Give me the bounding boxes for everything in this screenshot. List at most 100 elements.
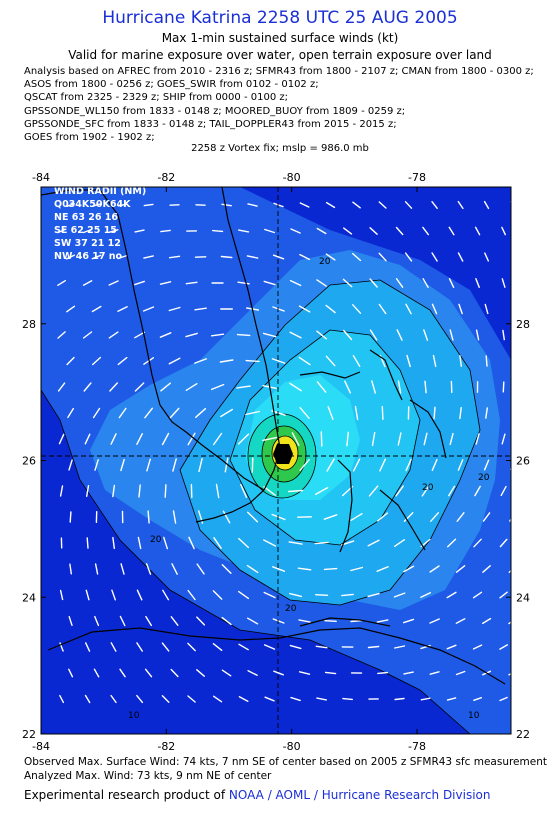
contour-25kt — [229, 329, 421, 546]
contour-10kt — [41, 389, 471, 734]
wind-vector — [108, 280, 119, 286]
wind-vector — [403, 565, 415, 573]
wind-vector — [196, 669, 206, 677]
wind-vector — [289, 331, 302, 339]
wind-vector — [458, 303, 463, 315]
wind-vector — [66, 305, 76, 313]
wind-vector — [299, 459, 310, 471]
wind-vector — [346, 431, 349, 447]
wind-vector — [314, 486, 329, 496]
wind-vector — [57, 228, 66, 234]
wind-vector — [429, 565, 440, 573]
wind-vector — [108, 229, 119, 233]
wind-vector — [449, 329, 454, 341]
wind-vector — [263, 280, 276, 286]
wind-vector — [446, 644, 457, 650]
wind-vector — [196, 616, 206, 626]
source-line: Analysis based on AFREC from 2010 - 2316… — [24, 66, 534, 77]
wind-vector — [145, 563, 152, 575]
wind-vector — [446, 697, 457, 701]
contour-64kt — [271, 435, 299, 471]
wind-vector — [406, 354, 411, 368]
wind-vector — [342, 697, 353, 701]
wind-vector — [299, 253, 310, 261]
wind-vector — [137, 536, 142, 550]
wind-vector — [134, 331, 146, 339]
wind-vector — [251, 457, 254, 473]
wind-vector — [403, 618, 415, 624]
wind-vector — [393, 592, 406, 598]
wind-vector — [263, 486, 276, 496]
contour-50kt — [261, 425, 307, 483]
analysis-sources: Analysis based on AFREC from 2010 - 2316… — [24, 65, 554, 144]
contour-label: 10 — [468, 711, 480, 721]
wind-vector — [112, 536, 116, 550]
wind-vector — [455, 565, 466, 573]
wind-vector — [222, 510, 231, 524]
wind-vector — [119, 615, 126, 627]
wind-vector — [120, 563, 125, 575]
map-title: Hurricane Katrina 2258 UTC 25 AUG 2005 — [102, 8, 458, 28]
wind-vector — [163, 536, 169, 550]
contour-label: 20 — [319, 257, 331, 267]
wind-vector — [94, 459, 99, 471]
analyzed-max-wind: Analyzed Max. Wind: 73 kts, 9 nm NE of c… — [24, 770, 272, 782]
wind-vector — [210, 383, 225, 391]
wind-vector — [352, 201, 361, 209]
wind-vector — [430, 512, 439, 522]
wind-contours — [41, 279, 481, 734]
wind-vector — [247, 203, 258, 207]
wind-vector — [93, 668, 100, 678]
lon-tick-label: -80 — [283, 740, 301, 753]
wind-vector — [83, 382, 92, 392]
wind-vector — [59, 694, 65, 704]
lon-tick-label: -80 — [283, 171, 301, 184]
wind-vector — [483, 200, 490, 210]
wind-vector — [472, 644, 483, 650]
source-line: GPSSONDE_SFC from 1833 - 0148 z; TAIL_DO… — [24, 118, 397, 130]
wind-vector — [432, 354, 437, 368]
wind-vector — [405, 303, 412, 315]
wind-vector — [457, 252, 464, 262]
wind-vector — [67, 407, 75, 419]
contour-label: 20 — [422, 483, 434, 493]
wind-vector — [237, 433, 250, 445]
wind-vector — [271, 358, 286, 364]
wind-vector — [422, 226, 429, 236]
wind-vector — [119, 668, 126, 678]
wind-vector — [298, 356, 311, 366]
wind-vector — [405, 458, 412, 472]
wind-vector — [499, 538, 508, 548]
wind-vector — [343, 329, 353, 341]
hrd-link[interactable]: NOAA / AOML / Hurricane Research Divisio… — [228, 788, 491, 802]
wind-vector — [221, 203, 232, 207]
wind-vector — [327, 405, 334, 420]
wind-vector — [169, 407, 180, 419]
wind-vector — [172, 458, 177, 472]
wind-vector — [291, 432, 300, 446]
wind-vector — [188, 536, 195, 550]
source-line: GPSSONDE_WL150 from 1833 - 0148 z; MOORE… — [24, 105, 406, 117]
wind-vector — [240, 484, 248, 498]
wind-vector — [85, 485, 90, 497]
wind-vector — [316, 279, 327, 287]
wind-vector — [236, 385, 251, 389]
wind-vector — [85, 589, 90, 601]
source-line: ASOS from 1800 - 0256 z; GOES_SWIR from … — [24, 79, 319, 91]
wind-vector — [272, 618, 285, 624]
wind-vector — [168, 357, 181, 365]
wind-vector — [194, 358, 208, 364]
wind-vector — [448, 226, 455, 236]
wind-vector — [455, 670, 466, 676]
wind-vector — [394, 645, 406, 649]
wind-vector — [350, 566, 364, 572]
bahamas-grand — [299, 371, 361, 379]
wind-vector — [94, 615, 100, 627]
wind-vector — [59, 485, 64, 497]
lat-tick-label: 24 — [22, 591, 36, 604]
wind-vector — [352, 252, 362, 262]
lon-tick-label: -84 — [32, 740, 50, 753]
wind-vector — [262, 436, 278, 442]
wind-vector — [272, 254, 285, 260]
wind-vector — [145, 615, 153, 627]
